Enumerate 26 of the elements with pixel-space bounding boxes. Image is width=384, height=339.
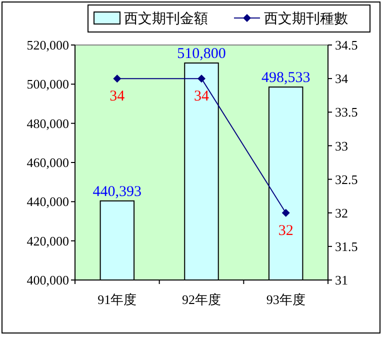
y-tick-label: 420,000	[26, 233, 69, 248]
x-tick-label: 92年度	[182, 292, 221, 307]
y2-tick-label: 31	[335, 272, 348, 288]
y-tick-label: 480,000	[26, 116, 69, 131]
y2-tick-label: 34.5	[335, 38, 358, 53]
y-tick-label: 400,000	[26, 272, 69, 288]
data-label: 34	[194, 88, 210, 105]
data-label: 32	[278, 222, 294, 239]
y-tick-label: 440,000	[26, 194, 69, 210]
y-tick-label: 500,000	[26, 76, 69, 92]
y2-tick-label: 33.5	[335, 104, 358, 120]
y2-tick-label: 32.5	[335, 172, 358, 187]
y2-tick-label: 33	[335, 138, 348, 154]
data-label: 440,393	[92, 184, 142, 200]
data-label: 498,533	[261, 70, 310, 86]
y2-tick-label: 31.5	[335, 238, 358, 254]
legend-label: 西文期刊種數	[264, 10, 348, 27]
data-label: 34	[110, 88, 126, 105]
data-label: 510,800	[177, 46, 226, 62]
y2-tick-label: 32	[335, 205, 348, 220]
y-tick-label: 520,000	[26, 38, 69, 53]
y-tick-label: 460,000	[26, 155, 69, 170]
legend-label: 西文期刊金額	[124, 10, 208, 27]
x-tick-label: 93年度	[266, 292, 306, 307]
x-tick-label: 91年度	[98, 292, 137, 307]
y2-tick-label: 34	[335, 71, 348, 86]
